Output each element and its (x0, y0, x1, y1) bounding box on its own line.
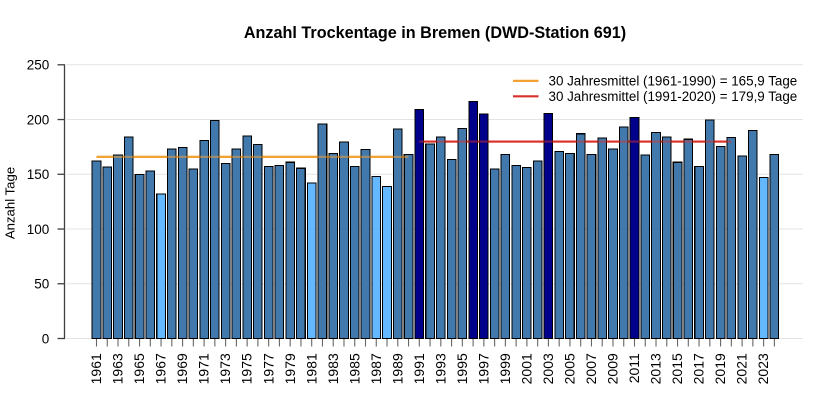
svg-text:2019: 2019 (712, 353, 728, 384)
svg-text:100: 100 (27, 222, 50, 237)
svg-text:2003: 2003 (540, 353, 556, 384)
svg-text:2015: 2015 (669, 353, 685, 384)
svg-text:1963: 1963 (110, 353, 126, 384)
svg-text:2001: 2001 (519, 353, 535, 384)
svg-text:2021: 2021 (734, 353, 750, 384)
svg-text:1995: 1995 (454, 353, 470, 384)
svg-text:1977: 1977 (260, 353, 276, 384)
svg-text:1997: 1997 (475, 353, 491, 384)
svg-text:0: 0 (42, 331, 50, 346)
svg-text:Anzahl Tage: Anzahl Tage (3, 167, 18, 239)
svg-text:30 Jahresmittel (1961-1990) =: 30 Jahresmittel (1961-1990) = 165,9 Tage (549, 73, 798, 88)
svg-text:1971: 1971 (196, 353, 212, 384)
svg-text:2009: 2009 (605, 353, 621, 384)
svg-text:1991: 1991 (411, 353, 427, 384)
svg-text:Anzahl Trockentage in Bremen (: Anzahl Trockentage in Bremen (DWD-Statio… (244, 24, 626, 42)
svg-text:1993: 1993 (432, 353, 448, 384)
svg-text:1989: 1989 (389, 353, 405, 384)
svg-text:2011: 2011 (626, 353, 642, 383)
svg-text:1969: 1969 (174, 353, 190, 384)
svg-text:1975: 1975 (239, 353, 255, 384)
svg-text:2017: 2017 (691, 353, 707, 384)
svg-text:30 Jahresmittel (1991-2020) =: 30 Jahresmittel (1991-2020) = 179,9 Tage (549, 89, 798, 104)
svg-text:50: 50 (34, 277, 49, 292)
svg-text:1973: 1973 (217, 353, 233, 384)
svg-text:1985: 1985 (346, 353, 362, 384)
svg-text:1983: 1983 (325, 353, 341, 384)
svg-text:1979: 1979 (282, 353, 298, 384)
svg-text:2023: 2023 (755, 353, 771, 384)
svg-text:2013: 2013 (648, 353, 664, 384)
svg-text:1999: 1999 (497, 353, 513, 384)
svg-text:1981: 1981 (303, 353, 319, 384)
svg-text:250: 250 (27, 58, 50, 73)
svg-text:2005: 2005 (562, 353, 578, 384)
svg-text:1961: 1961 (88, 353, 104, 384)
svg-text:1967: 1967 (153, 353, 169, 384)
svg-text:1965: 1965 (131, 353, 147, 384)
svg-text:2007: 2007 (583, 353, 599, 384)
svg-text:1987: 1987 (368, 353, 384, 384)
svg-text:200: 200 (27, 112, 50, 127)
svg-text:150: 150 (27, 167, 50, 182)
